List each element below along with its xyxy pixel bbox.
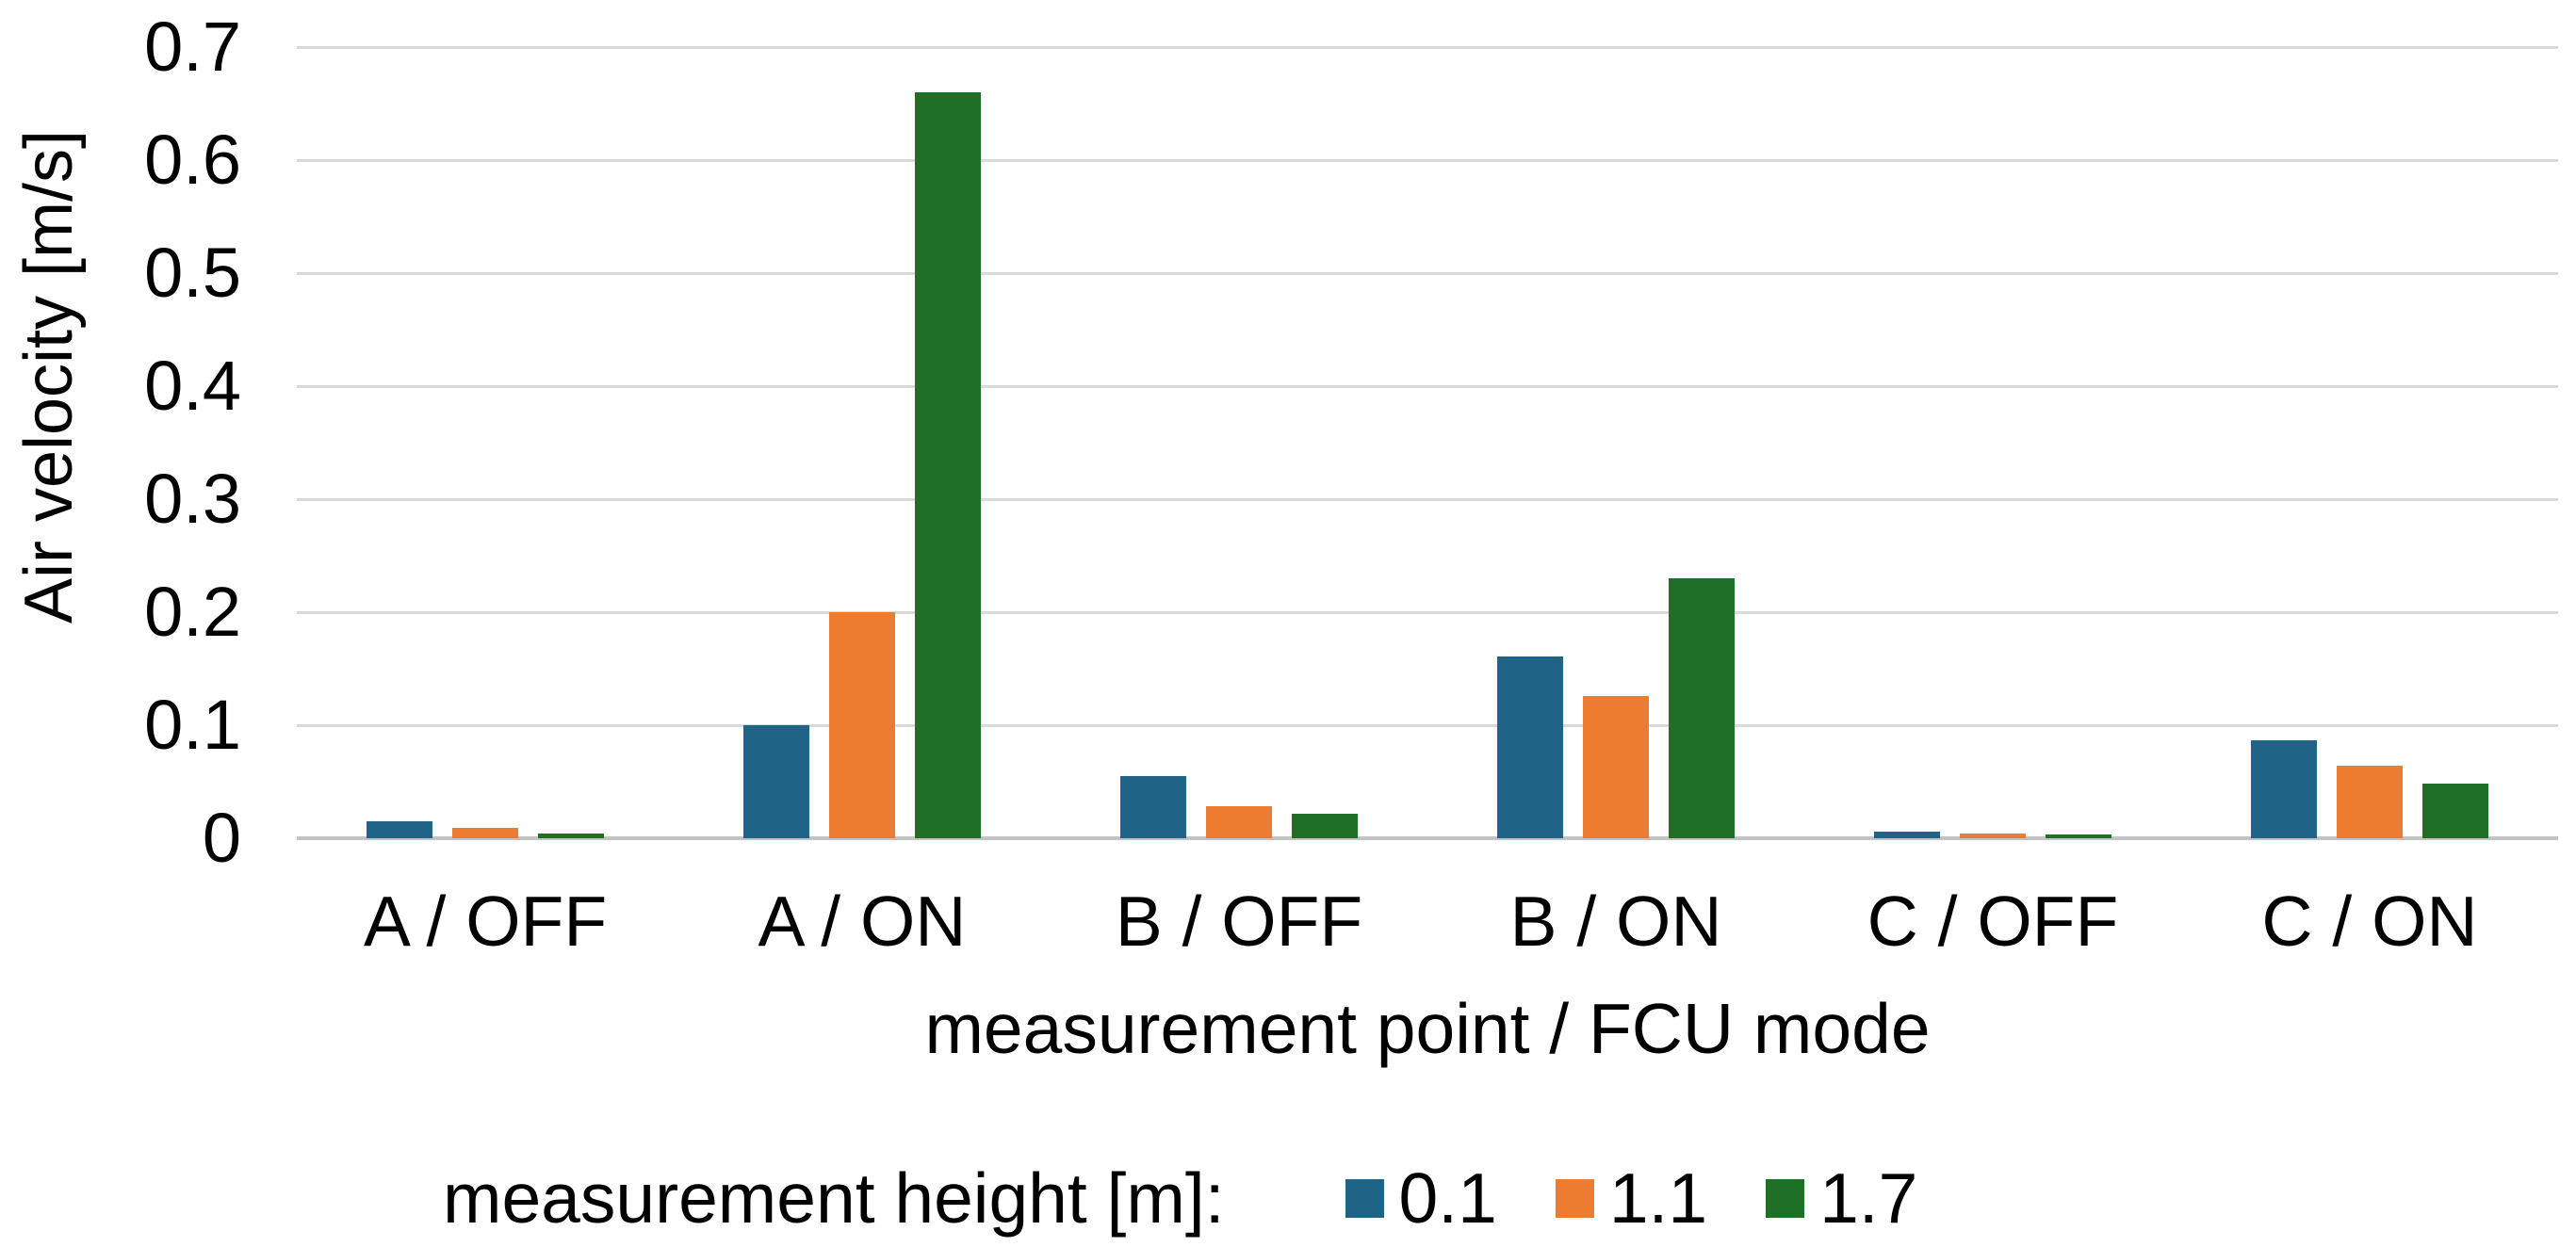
bar-0_1m bbox=[1874, 832, 1940, 838]
bar-1_7m bbox=[2046, 834, 2111, 838]
legend-item-label: 1.7 bbox=[1819, 1158, 1918, 1238]
gridline bbox=[297, 159, 2558, 162]
x-axis-title: measurement point / FCU mode bbox=[924, 989, 1931, 1068]
bar-0_1m bbox=[743, 725, 809, 838]
legend: measurement height [m]: 0.1 1.1 1.7 bbox=[443, 1158, 1977, 1239]
bar-1_7m bbox=[1292, 814, 1358, 838]
bar-1_7m bbox=[538, 834, 604, 838]
gridline bbox=[297, 611, 2558, 614]
legend-items: 0.1 1.1 1.7 bbox=[1345, 1158, 1977, 1239]
bar-0_1m bbox=[367, 821, 432, 838]
legend-swatch-icon bbox=[1555, 1178, 1594, 1218]
bar-0_1m bbox=[1120, 776, 1186, 838]
bar-0_1m bbox=[2251, 740, 2317, 838]
gridline bbox=[297, 385, 2558, 388]
legend-item: 0.1 bbox=[1345, 1158, 1497, 1239]
gridline bbox=[297, 498, 2558, 501]
legend-swatch-icon bbox=[1345, 1178, 1384, 1218]
x-category-label: A / OFF bbox=[363, 882, 608, 961]
bar-1_1m bbox=[829, 612, 895, 838]
y-tick-label: 0.3 bbox=[144, 460, 241, 538]
legend-item: 1.1 bbox=[1555, 1158, 1708, 1239]
y-tick-label: 0 bbox=[202, 799, 241, 877]
y-tick-label: 0.7 bbox=[144, 8, 241, 86]
x-category-label: C / OFF bbox=[1867, 882, 2119, 961]
y-tick-label: 0.5 bbox=[144, 234, 241, 312]
legend-item-label: 1.1 bbox=[1608, 1158, 1708, 1238]
y-tick-label: 0.4 bbox=[144, 347, 241, 425]
bar-1_1m bbox=[452, 828, 518, 838]
gridline bbox=[297, 46, 2558, 49]
bar-1_1m bbox=[1206, 806, 1272, 838]
legend-title: measurement height [m]: bbox=[443, 1158, 1225, 1238]
x-axis-line bbox=[297, 836, 2558, 840]
bar-1_7m bbox=[1669, 578, 1735, 838]
bar-1_7m bbox=[915, 92, 981, 838]
gridline bbox=[297, 272, 2558, 275]
bar-1_7m bbox=[2422, 784, 2488, 838]
legend-swatch-icon bbox=[1766, 1178, 1805, 1218]
bar-0_1m bbox=[1497, 656, 1563, 838]
bar-1_1m bbox=[1960, 834, 2026, 838]
x-category-label: B / ON bbox=[1509, 882, 1722, 961]
bar-1_1m bbox=[1583, 696, 1649, 838]
y-tick-label: 0.1 bbox=[144, 686, 241, 764]
x-category-label: A / ON bbox=[758, 882, 967, 961]
x-category-label: B / OFF bbox=[1115, 882, 1363, 961]
y-tick-label: 0.6 bbox=[144, 121, 241, 199]
x-category-label: C / ON bbox=[2261, 882, 2478, 961]
legend-item: 1.7 bbox=[1766, 1158, 1917, 1239]
legend-item-label: 0.1 bbox=[1398, 1158, 1497, 1238]
y-tick-label: 0.2 bbox=[144, 573, 241, 651]
gridline bbox=[297, 724, 2558, 727]
bar-1_1m bbox=[2337, 766, 2403, 838]
